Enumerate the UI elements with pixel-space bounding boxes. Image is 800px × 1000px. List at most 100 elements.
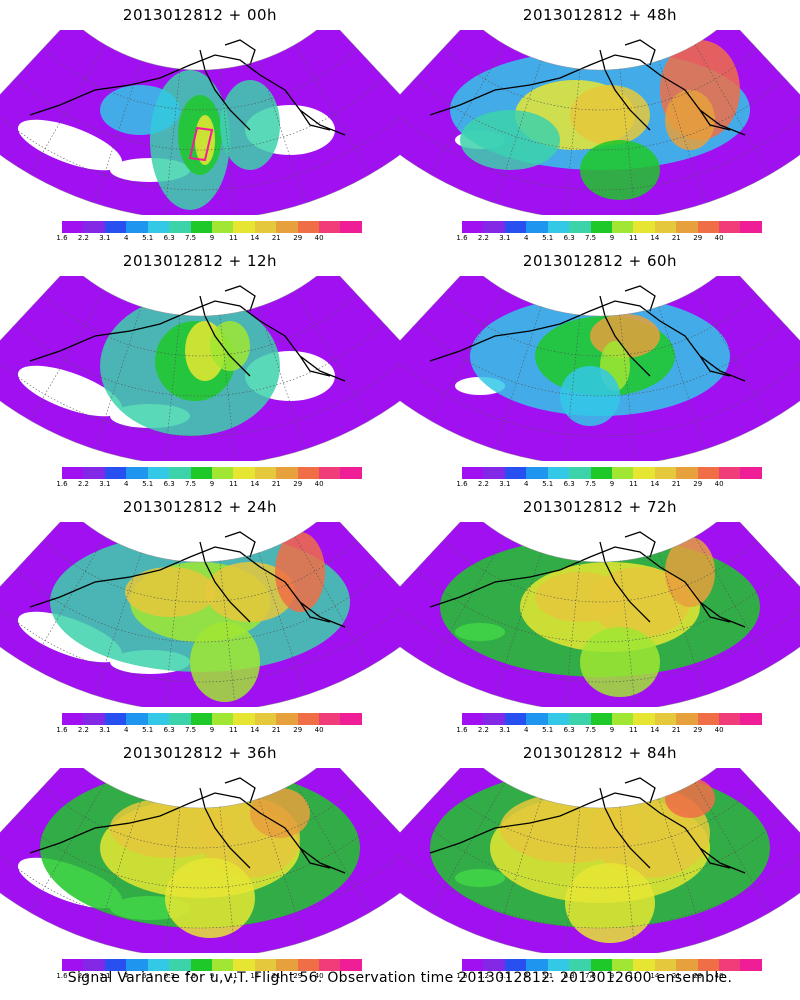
variance-contour xyxy=(665,90,715,150)
variance-contour xyxy=(460,110,560,170)
colorbar-swatch xyxy=(297,221,320,233)
variance-contour xyxy=(220,80,280,170)
colorbar-tick-label: 7.5 xyxy=(184,480,197,488)
colorbar-tick-label: 2.2 xyxy=(477,972,489,980)
colorbar-tick-label: 3.1 xyxy=(99,480,111,488)
longitude-line xyxy=(294,290,371,421)
colorbar-tick-label: 2.2 xyxy=(77,972,89,980)
colorbar-swatch xyxy=(211,467,234,479)
colorbar-tick-label: 6.3 xyxy=(563,726,575,734)
colorbar-tick-label: 4 xyxy=(124,480,129,488)
colorbar-swatch xyxy=(676,959,698,971)
colorbar xyxy=(62,467,362,479)
variance-contour xyxy=(665,537,715,607)
map-panel-p48: 2013012812 + 48h 1.6 2.2 3.1 4 5.1 6.3 7.5 9 11 14… xyxy=(400,0,800,246)
colorbar-ticks: 1.6 2.2 3.1 4 5.1 6.3 7.5 9 11 14 21 29 40 xyxy=(56,726,362,736)
coastline xyxy=(29,39,346,136)
map-panel-p24: 2013012812 + 24h 1.6 2.2 3.1 4 5.1 6.3 7.5 9 11 14… xyxy=(0,492,400,738)
panel-title: 2013012812 + 60h xyxy=(522,252,678,270)
colorbar-swatch xyxy=(62,467,84,479)
colorbar-swatch xyxy=(297,713,320,725)
colorbar xyxy=(62,959,362,971)
longitude-line xyxy=(29,290,106,421)
variance-contour xyxy=(190,622,260,702)
colorbar-swatch xyxy=(483,467,505,479)
longitude-line xyxy=(258,306,306,450)
latitude-line xyxy=(400,362,800,437)
colorbar-tick-label: 2.2 xyxy=(477,480,489,488)
colorbar-tick-label: 2.2 xyxy=(77,726,89,734)
variance-contour xyxy=(570,85,650,145)
latitude-line xyxy=(0,854,400,929)
colorbar-tick-label: 1.6 xyxy=(456,480,468,488)
colorbar-swatch xyxy=(526,467,548,479)
variance-contour xyxy=(210,321,250,371)
longitude-line xyxy=(219,560,236,707)
colorbar-swatch xyxy=(340,713,362,725)
colorbar-swatch xyxy=(740,467,762,479)
longitude-line xyxy=(164,560,181,707)
longitude-line xyxy=(164,68,181,215)
colorbar-tick-label: 40 xyxy=(314,726,324,734)
colorbar-swatch xyxy=(190,713,212,725)
colorbar-tick-label: 11 xyxy=(628,972,638,980)
colorbar-swatch xyxy=(569,959,591,971)
longitude-line xyxy=(694,536,771,667)
colorbar-swatch xyxy=(740,221,762,233)
colorbar-swatch xyxy=(83,467,105,479)
latitude-line xyxy=(0,608,400,683)
colorbar-tick-label: 6.3 xyxy=(563,972,575,980)
variance-contour xyxy=(580,140,660,200)
latitude-line xyxy=(442,293,758,357)
colorbar-tick-label: 1.6 xyxy=(456,726,468,734)
colorbar-swatch xyxy=(233,959,255,971)
variance-map xyxy=(400,522,800,707)
colorbar-swatch xyxy=(169,713,191,725)
colorbar-swatch xyxy=(526,221,548,233)
colorbar-swatch xyxy=(676,221,698,233)
colorbar-ticks: 1.6 2.2 3.1 4 5.1 6.3 7.5 9 11 14 21 29 40 xyxy=(56,972,362,982)
colorbar-tick-label: 5.1 xyxy=(142,726,154,734)
colorbar-swatch xyxy=(62,713,84,725)
longitude-line xyxy=(564,806,581,953)
colorbar-swatch xyxy=(126,959,148,971)
panel-title: 2013012812 + 24h xyxy=(122,498,278,516)
variance-contour xyxy=(110,798,230,858)
colorbar-tick-label: 9 xyxy=(609,972,615,980)
latitude-line xyxy=(442,47,758,111)
colorbar-swatch xyxy=(254,467,277,479)
colorbar-tick-label: 4 xyxy=(524,726,529,734)
colorbar-tick-label: 4 xyxy=(124,726,129,734)
longitude-line xyxy=(564,560,581,707)
latitude-line xyxy=(15,323,385,397)
colorbar-tick-label: 14 xyxy=(650,726,660,734)
variance-contour xyxy=(125,567,215,617)
colorbar-tick-label: 6.3 xyxy=(563,234,575,242)
longitude-line xyxy=(219,314,236,461)
coastline xyxy=(429,777,746,874)
longitude-line xyxy=(564,68,581,215)
color-field xyxy=(0,768,400,953)
color-field xyxy=(0,276,400,461)
colorbar-tick-label: 3.1 xyxy=(99,234,111,242)
colorbar xyxy=(462,713,762,725)
longitude-line xyxy=(258,552,306,696)
colorbar-tick-label: 11 xyxy=(228,480,238,488)
longitude-line xyxy=(619,314,636,461)
colorbar-swatch xyxy=(340,959,362,971)
colorbar-swatch xyxy=(147,959,170,971)
colorbar-swatch xyxy=(190,221,212,233)
colorbar-swatch xyxy=(483,959,505,971)
colorbar-tick-label: 2.2 xyxy=(477,726,489,734)
colorbar-tick-label: 21 xyxy=(671,972,681,980)
longitude-line xyxy=(694,44,771,175)
latitude-line xyxy=(415,323,785,397)
map-panel-p00: 2013012812 + 00h 1.6 2.2 3.1 4 5.1 6.3 7.5 9 11 14… xyxy=(0,0,400,246)
colorbar-tick-label: 4 xyxy=(524,234,529,242)
colorbar-ticks: 1.6 2.2 3.1 4 5.1 6.3 7.5 9 11 14 21 29 40 xyxy=(56,234,362,244)
colorbar-swatch xyxy=(547,959,570,971)
colorbar-tick-label: 3.1 xyxy=(499,726,511,734)
map-outline xyxy=(400,276,800,461)
colorbar-tick-label: 3.1 xyxy=(99,972,111,980)
colorbar-tick-label: 29 xyxy=(693,972,703,980)
